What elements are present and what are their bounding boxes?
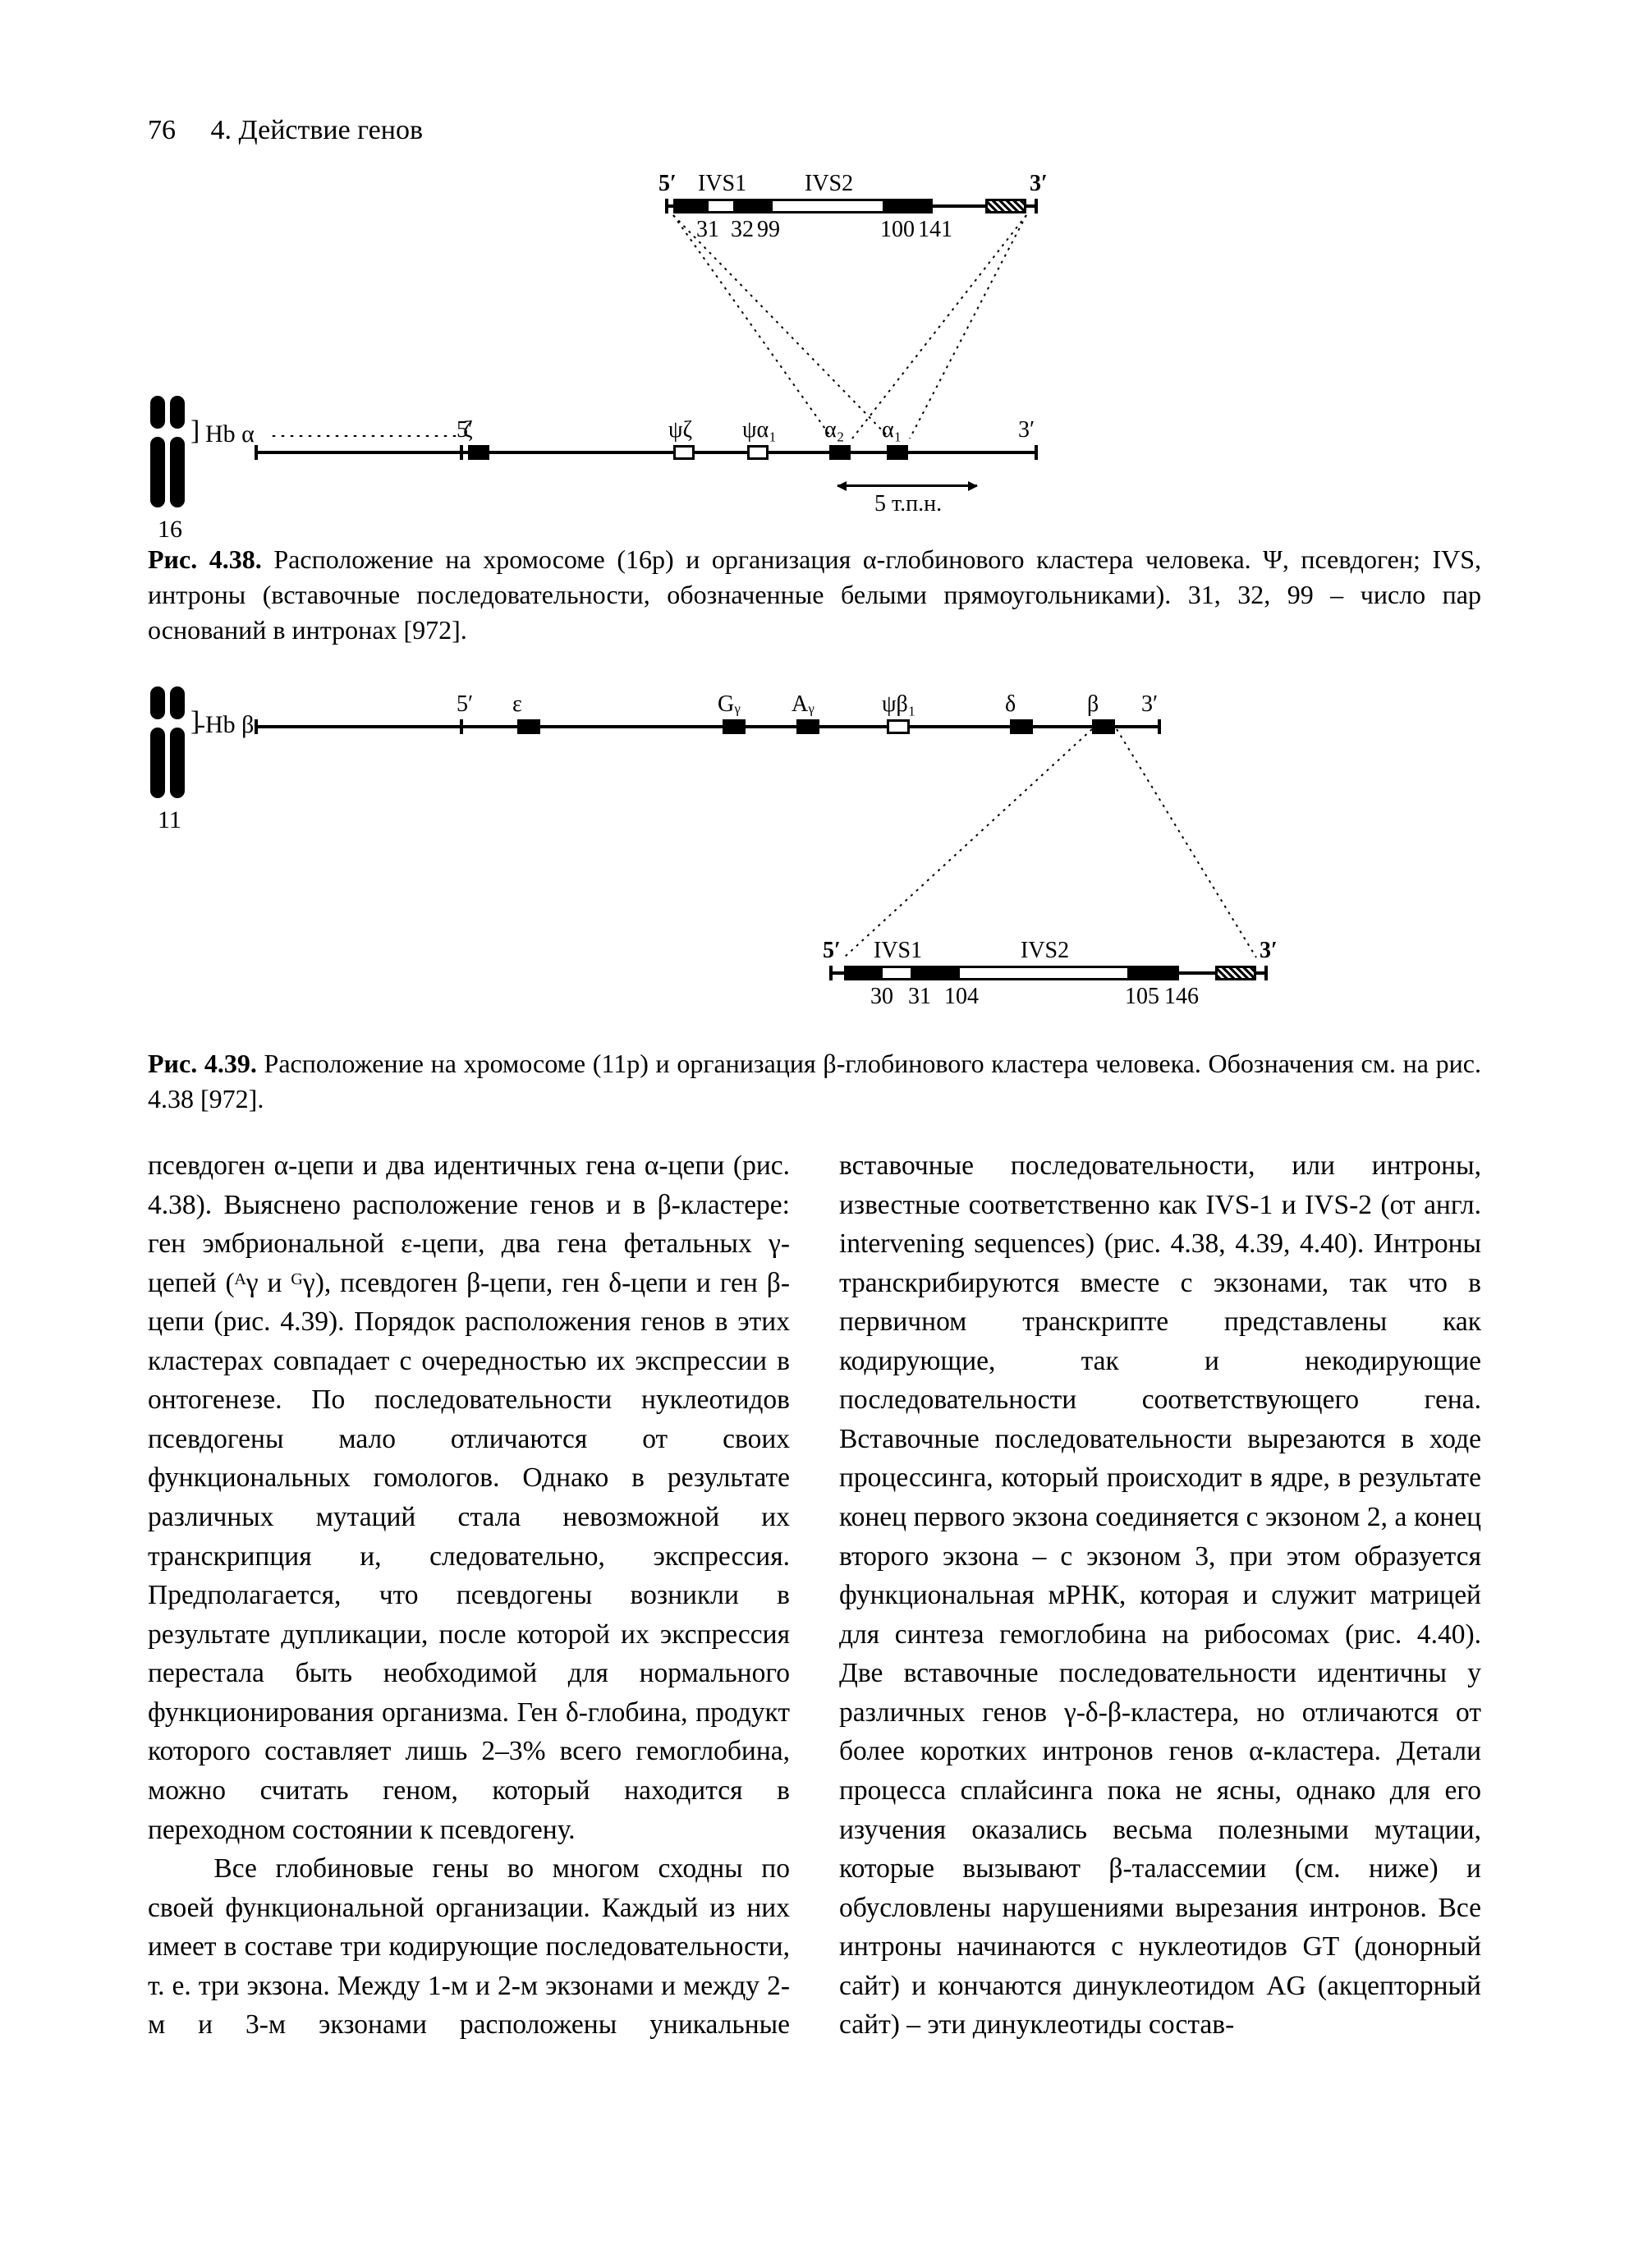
body-text: псевдоген α-цепи и два идентичных гена α… [148, 1146, 1481, 2045]
chapter-title: 4. Действие генов [211, 115, 424, 145]
caption-lead: Рис. 4.39. [148, 1049, 257, 1078]
figure-4-39: 11 ] -Hb β 5′3′εGᵧAᵧψβ₁δβ 5′3′IVS1IVS230… [148, 678, 1481, 1031]
chromosome-11-ideogram [148, 686, 187, 798]
dotted-locator-line [269, 434, 458, 438]
caption-text: Расположение на хромосоме (16p) и органи… [148, 544, 1481, 645]
caption-text: Расположение на хромосоме (11p) и органи… [148, 1049, 1481, 1113]
bracket-icon: ] [190, 415, 200, 447]
guide-lines [148, 174, 1481, 527]
figure-4-38-caption: Рис. 4.38. Расположение на хромосоме (16… [148, 542, 1481, 649]
locus-hbb-label: -Hb β [197, 711, 254, 739]
running-header: 76 4. Действие генов [148, 115, 1481, 146]
locus-hba-label: Hb α [205, 420, 255, 448]
chromosome-11-label: 11 [158, 806, 181, 834]
chromosome-16-ideogram [148, 396, 187, 507]
page-number: 76 [148, 115, 176, 145]
caption-lead: Рис. 4.38. [148, 544, 262, 574]
chromosome-16-label: 16 [158, 516, 182, 544]
figure-4-38: 16 ] Hb α 5′3′ζψζψα₁α₂α₁5 т.п.н. 5′3′IVS… [148, 174, 1481, 527]
paragraph-1: псевдоген α-цепи и два идентичных гена α… [148, 1146, 790, 1849]
figure-4-39-caption: Рис. 4.39. Расположение на хромосоме (11… [148, 1046, 1481, 1117]
